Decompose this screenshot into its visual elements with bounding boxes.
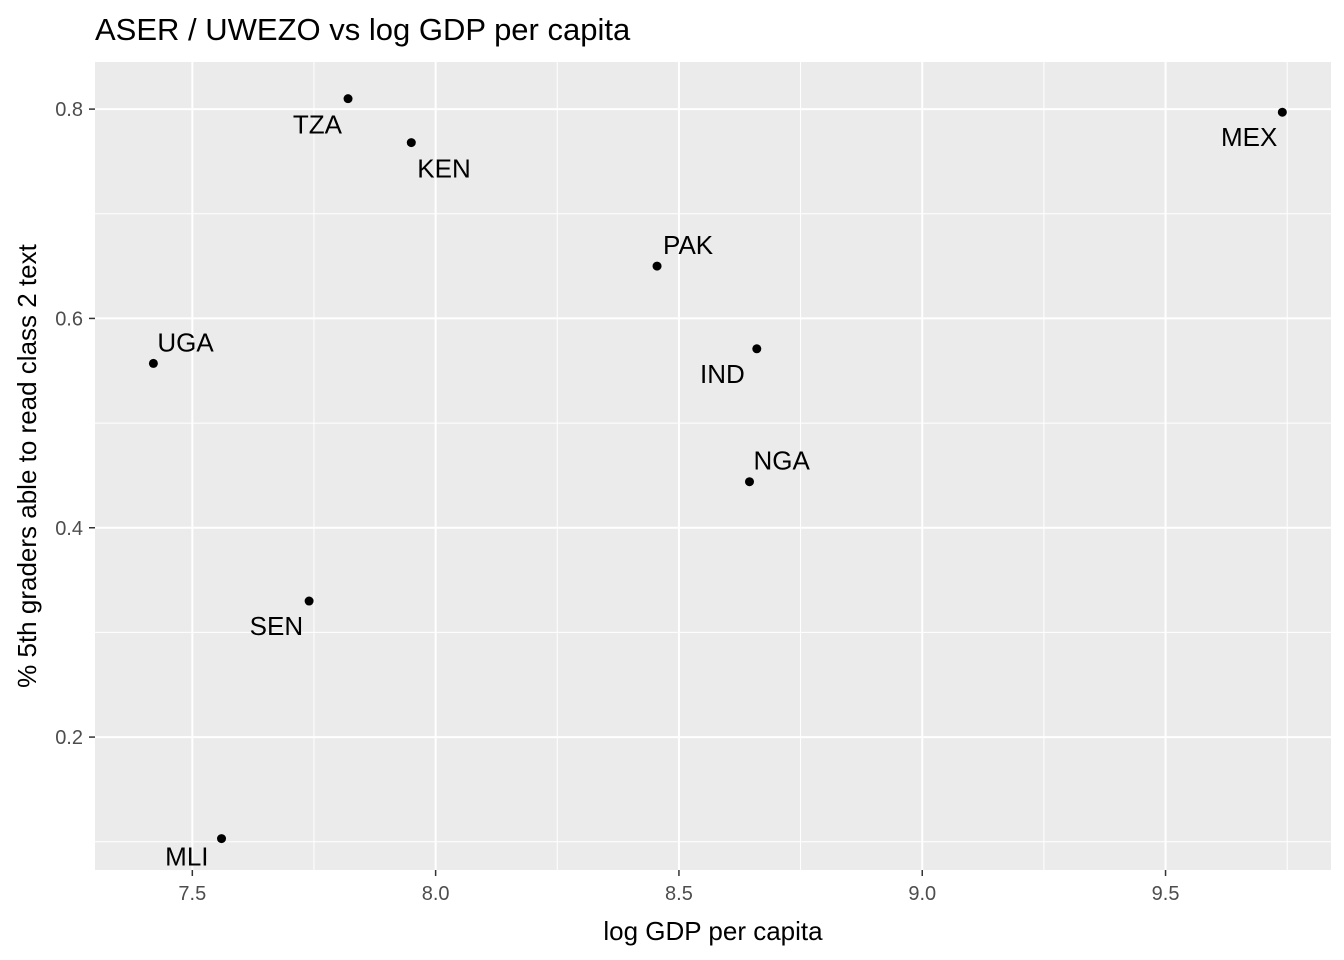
point-labels: TZA KEN MEX PAK UGA IND NGA SEN MLI [157,110,1277,872]
x-axis: 7.5 8.0 8.5 9.0 9.5 [178,870,1179,905]
y-tick-label: 0.2 [55,727,83,749]
data-point-mex [1277,107,1287,117]
x-tick-label: 8.5 [665,883,693,905]
y-tick-label: 0.8 [55,99,83,121]
x-tick-label: 9.0 [908,883,936,905]
y-axis: 0.2 0.4 0.6 0.8 [55,99,95,749]
point-label-mli: MLI [165,842,208,872]
point-label-sen: SEN [250,611,303,641]
data-point-tza [343,94,353,104]
x-axis-title: log GDP per capita [603,916,823,946]
data-point-ind [752,344,762,354]
data-point-pak [652,261,662,271]
point-label-mex: MEX [1221,122,1277,152]
point-label-nga: NGA [753,446,810,476]
point-label-ken: KEN [417,154,470,184]
point-label-pak: PAK [663,230,714,260]
data-point-uga [148,358,158,368]
data-point-mli [217,834,227,844]
major-gridlines [95,62,1331,870]
x-tick-label: 7.5 [178,883,206,905]
minor-gridlines [95,62,1331,870]
chart-title: ASER / UWEZO vs log GDP per capita [95,12,631,47]
data-point-ken [406,138,416,148]
point-label-uga: UGA [157,327,214,357]
y-axis-title: % 5th graders able to read class 2 text [12,243,42,687]
data-point-nga [744,477,754,487]
data-points [148,94,1287,844]
x-tick-label: 9.5 [1152,883,1180,905]
point-label-ind: IND [700,359,745,389]
plot-panel [95,62,1331,870]
y-tick-label: 0.6 [55,308,83,330]
x-tick-label: 8.0 [422,883,450,905]
point-label-tza: TZA [293,110,343,140]
y-tick-label: 0.4 [55,518,83,540]
data-point-sen [304,596,314,606]
